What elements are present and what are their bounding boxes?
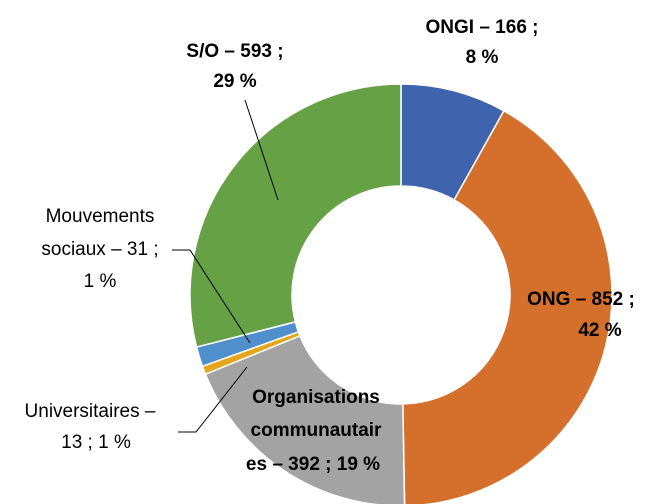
data-label: S/O – 593 ; (186, 41, 283, 62)
donut-slice (402, 109, 613, 504)
leader-line (244, 99, 279, 201)
data-label: Mouvements (46, 206, 155, 227)
donut-slice (204, 334, 406, 504)
data-label: 8 % (466, 47, 499, 68)
leader-line (178, 366, 248, 433)
donut (189, 83, 613, 504)
data-label: Universitaires – (25, 401, 156, 422)
data-label: 42 % (578, 320, 621, 341)
data-label: 29 % (213, 71, 256, 92)
data-label: ONG – 852 ; (527, 289, 635, 310)
data-label: ONGI – 166 ; (426, 17, 539, 38)
data-label: Organisations (252, 387, 380, 408)
data-label: 1 % (84, 271, 117, 292)
data-label: es – 392 ; 19 % (246, 454, 380, 475)
leader-line (172, 249, 251, 344)
donut-slice (189, 83, 402, 348)
data-label: 13 ; 1 % (61, 432, 131, 453)
data-label: sociaux – 31 ; (41, 239, 158, 260)
data-label: communautair (251, 420, 383, 441)
